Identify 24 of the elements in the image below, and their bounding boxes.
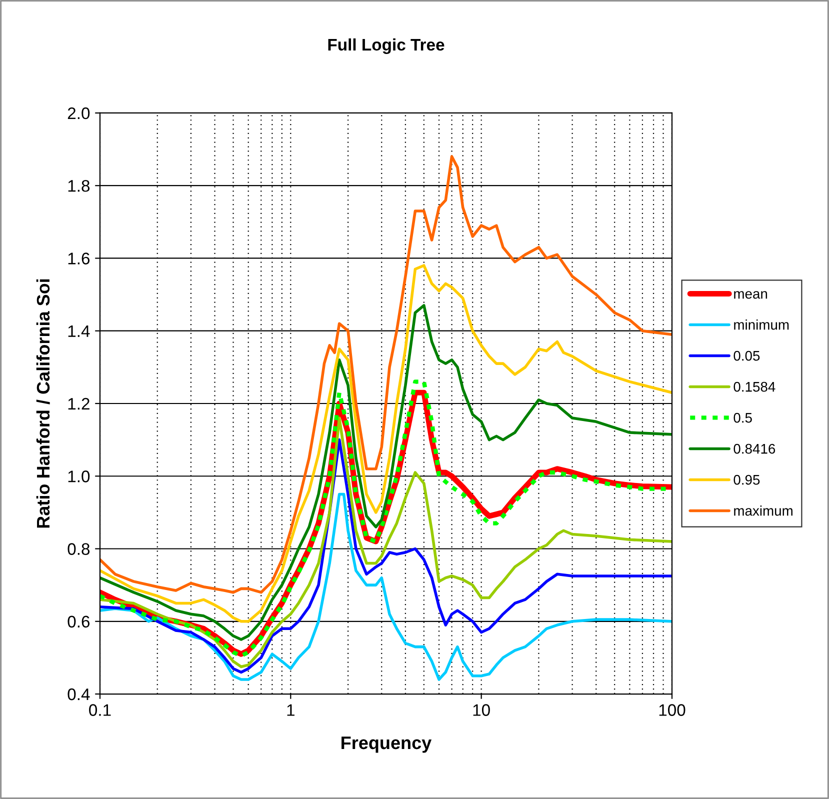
y-tick-label: 0.8 xyxy=(68,543,90,555)
legend-label: maximum xyxy=(734,506,792,516)
legend-label: 0.5 xyxy=(734,412,752,423)
y-tick-label: 0.6 xyxy=(68,616,90,628)
x-axis-title: Frequency xyxy=(342,736,432,753)
legend-label: 0.95 xyxy=(734,474,760,485)
y-tick-label: 1.0 xyxy=(68,470,90,482)
x-tick-label: 10 xyxy=(473,704,490,716)
y-tick-label: 1.4 xyxy=(68,325,90,337)
chart-title: Full Logic Tree xyxy=(328,38,444,54)
legend-label: minimum xyxy=(734,320,789,330)
y-tick-label: 1.2 xyxy=(68,398,90,410)
x-tick-label: 100 xyxy=(659,704,686,716)
y-tick-label: 0.4 xyxy=(68,688,90,700)
y-tick-label: 1.8 xyxy=(68,180,90,192)
x-tick-label: 1 xyxy=(287,704,294,716)
legend-label: 0.8416 xyxy=(734,444,776,454)
legend-label: mean xyxy=(734,291,768,299)
y-axis-title: Ratio Hanford / California Soi xyxy=(36,279,50,528)
x-tick-label: 0.1 xyxy=(89,704,111,716)
y-tick-label: 1.6 xyxy=(68,252,90,264)
y-tick-label: 2.0 xyxy=(68,107,90,120)
legend-label: 0.05 xyxy=(734,350,760,361)
legend-label: 0.1584 xyxy=(734,382,776,392)
